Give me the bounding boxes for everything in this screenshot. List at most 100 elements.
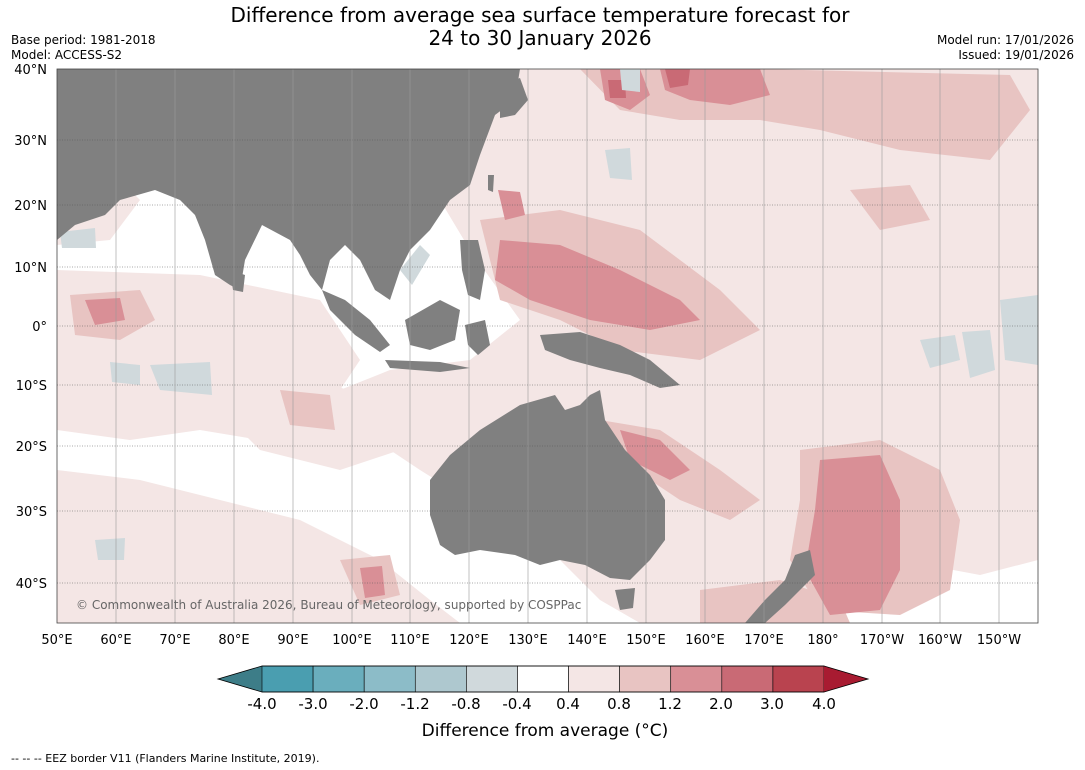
lon-label: 160°W	[918, 633, 962, 648]
colorbar-tick: 0.4	[556, 695, 580, 713]
land-borneo	[405, 300, 460, 350]
colorbar-under-arrow	[218, 666, 262, 692]
colorbar-segment	[670, 665, 723, 693]
map-area: © Commonwealth of Australia 2026, Bureau…	[57, 69, 1038, 623]
anomaly-neg-0-4-to-neg-0-8	[60, 69, 1038, 560]
anomaly-patch	[850, 185, 930, 230]
anomaly-patch	[605, 148, 632, 180]
model-run: Model run: 17/01/2026	[936, 33, 1074, 47]
lon-label: 110°E	[390, 633, 430, 648]
colorbar-segment	[619, 665, 672, 693]
lon-grid	[115, 69, 1000, 623]
lon-label: 120°E	[449, 633, 489, 648]
longitude-labels: 50°E 60°E 70°E 80°E 90°E 100°E 110°E 120…	[41, 633, 1021, 648]
colorbar-tick: -0.4	[502, 695, 531, 713]
lat-label: 10°S	[16, 379, 47, 394]
land-new-zealand	[745, 550, 815, 623]
colorbar-tick: -3.0	[298, 695, 327, 713]
anomaly-patch	[620, 69, 640, 92]
lat-label: 20°S	[16, 440, 47, 455]
lon-label: 150°W	[977, 633, 1021, 648]
colorbar-tick: -0.8	[451, 695, 480, 713]
anomaly-patch	[85, 298, 125, 325]
lon-label: 140°E	[567, 633, 607, 648]
lon-label: 130°E	[508, 633, 548, 648]
colorbar-segment	[261, 665, 314, 693]
lon-label: 170°E	[744, 633, 784, 648]
lat-label: 0°	[32, 320, 47, 335]
lat-label: 20°N	[14, 199, 47, 214]
colorbar-segment	[466, 665, 518, 693]
land-java	[385, 360, 470, 372]
colorbar-segments	[261, 665, 825, 693]
anomaly-1-2-to-2-0	[85, 69, 900, 615]
land-masses	[57, 69, 815, 623]
land-philippines	[460, 240, 485, 300]
colorbar-over-arrow	[824, 666, 868, 692]
anomaly-patch	[60, 228, 96, 248]
colorbar-segment	[721, 665, 774, 693]
lon-label: 90°E	[277, 633, 308, 648]
lat-grid	[57, 139, 1038, 584]
colorbar-tick: 4.0	[812, 695, 836, 713]
lon-label: 60°E	[100, 633, 131, 648]
land-sri-lanka	[233, 268, 243, 285]
colorbar-title: Difference from average (°C)	[421, 721, 669, 741]
lon-label: 70°E	[159, 633, 190, 648]
colorbar-outline	[216, 665, 870, 693]
lat-label: 40°N	[14, 63, 47, 78]
colorbar-tick: -4.0	[247, 695, 276, 713]
land-taiwan	[488, 175, 494, 192]
anomaly-patch	[95, 538, 125, 560]
lon-label: 50°E	[41, 633, 72, 648]
land-tasmania	[615, 588, 635, 610]
colorbar: -4.0 -3.0 -2.0 -1.2 -0.8 -0.4 0.4 0.8 1.…	[216, 665, 870, 713]
anomaly-patch	[150, 362, 212, 395]
land-sumatra	[322, 290, 390, 352]
lat-label: 40°S	[16, 577, 47, 592]
anomaly-patch	[1000, 295, 1038, 365]
colorbar-segment	[363, 665, 416, 693]
anomaly-patch	[498, 190, 525, 220]
colorbar-segment	[568, 665, 620, 693]
latitude-labels: 40°N 30°N 20°N 10°N 0° 10°S 20°S 30°S 40…	[14, 63, 47, 592]
anomaly-patch	[495, 240, 700, 330]
lat-label: 30°S	[16, 505, 47, 520]
colorbar-tick: 2.0	[709, 695, 733, 713]
land-australia	[430, 390, 665, 580]
lon-label: 80°E	[218, 633, 249, 648]
colorbar-segment	[772, 665, 825, 693]
lon-label: 100°E	[332, 633, 372, 648]
land-japan	[500, 78, 528, 118]
issued-date: Issued: 19/01/2026	[958, 48, 1074, 62]
lat-label: 30°N	[14, 134, 47, 149]
anomaly-patch	[665, 69, 690, 88]
colorbar-tick: 3.0	[760, 695, 784, 713]
lon-label: 180°	[807, 633, 838, 648]
anomaly-patch	[400, 245, 430, 285]
colorbar-tick: 1.2	[658, 695, 682, 713]
colorbar-tick: -1.2	[400, 695, 429, 713]
land-asia	[57, 69, 520, 300]
colorbar-tick: -2.0	[349, 695, 378, 713]
map-title: Difference from average sea surface temp…	[170, 4, 910, 50]
colorbar-segment	[414, 665, 467, 693]
title-line-1: Difference from average sea surface temp…	[230, 3, 850, 27]
anomaly-patch	[962, 330, 995, 378]
lon-label: 160°E	[685, 633, 725, 648]
title-line-2: 24 to 30 January 2026	[428, 26, 652, 50]
anomaly-patch	[360, 566, 385, 598]
map-border	[56, 68, 1039, 624]
land-sulawesi	[465, 320, 490, 355]
anomaly-patch	[620, 430, 690, 480]
lon-label: 170°W	[860, 633, 904, 648]
model-name: Model: ACCESS-S2	[11, 48, 123, 62]
lon-label: 150°E	[626, 633, 666, 648]
eez-footnote: -- -- -- EEZ border V11 (Flanders Marine…	[11, 752, 320, 765]
model-info: Base period: 1981-2018 Model: ACCESS-S2	[11, 33, 156, 63]
colorbar-tick: 0.8	[607, 695, 631, 713]
colorbar-tick-labels: -4.0 -3.0 -2.0 -1.2 -0.8 -0.4 0.4 0.8 1.…	[247, 695, 836, 713]
anomaly-patch	[110, 362, 140, 385]
anomaly-patch	[280, 390, 335, 430]
